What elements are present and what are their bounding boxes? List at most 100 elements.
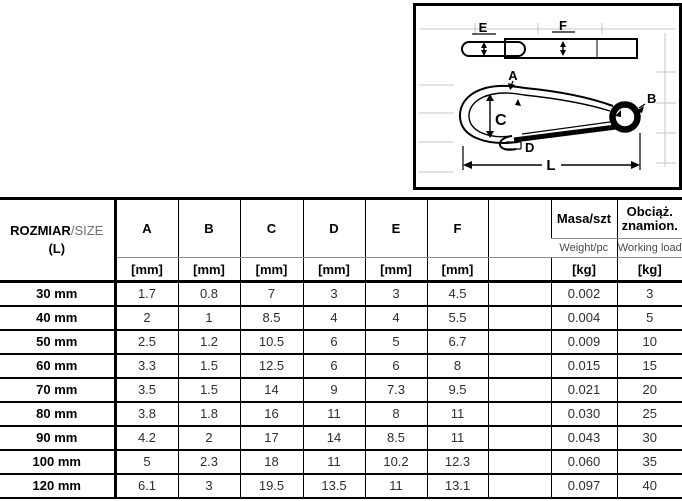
cell-empty <box>487 401 551 427</box>
cell-d: 6 <box>302 329 365 355</box>
cell-a: 3.8 <box>114 401 178 427</box>
table-row: 70 mm 3.5 1.5 14 9 7.3 9.5 0.021 20 <box>0 377 682 403</box>
cell-empty <box>487 449 551 475</box>
cell-d: 11 <box>302 449 365 475</box>
dimension-label-a: A <box>508 68 518 83</box>
weight-column-subheader: Weight/pc <box>551 238 617 258</box>
background-gridlines <box>419 23 676 173</box>
cell-size: 120 mm <box>0 473 117 499</box>
cell-empty <box>487 353 551 379</box>
cell-e: 6 <box>364 353 427 379</box>
cell-f: 4.5 <box>426 281 488 307</box>
table-row: 30 mm 1.7 0.8 7 3 3 4.5 0.002 3 <box>0 281 682 307</box>
cell-load: 20 <box>616 377 682 403</box>
cell-a: 4.2 <box>114 425 178 451</box>
cell-b: 3 <box>177 473 240 499</box>
unit-mm-a: [mm] <box>115 257 178 283</box>
table-row: 50 mm 2.5 1.2 10.5 6 5 6.7 0.009 10 <box>0 329 682 355</box>
cell-size: 80 mm <box>0 401 117 427</box>
table-row: 40 mm 2 1 8.5 4 4 5.5 0.004 5 <box>0 305 682 331</box>
cell-b: 2 <box>177 425 240 451</box>
dimension-label-e: E <box>479 20 488 35</box>
cell-c: 18 <box>239 449 303 475</box>
cell-empty <box>487 425 551 451</box>
cell-empty <box>487 329 551 355</box>
load-column-header: Obciąż. znamion. <box>616 198 682 239</box>
size-header-pl: ROZMIAR <box>10 223 71 239</box>
cell-f: 11 <box>426 401 488 427</box>
cell-b: 0.8 <box>177 281 240 307</box>
cell-e: 3 <box>364 281 427 307</box>
cell-weight: 0.002 <box>550 281 617 307</box>
cell-f: 6.7 <box>426 329 488 355</box>
cell-load: 15 <box>616 353 682 379</box>
cell-f: 13.1 <box>426 473 488 499</box>
cell-weight: 0.043 <box>550 425 617 451</box>
cell-d: 9 <box>302 377 365 403</box>
cell-b: 2.3 <box>177 449 240 475</box>
load-column-subheader: Working load <box>616 238 682 258</box>
cell-weight: 0.004 <box>550 305 617 331</box>
cell-weight: 0.060 <box>550 449 617 475</box>
dimension-c: C <box>486 94 507 138</box>
cell-load: 40 <box>616 473 682 499</box>
cell-c: 7 <box>239 281 303 307</box>
cell-a: 6.1 <box>114 473 178 499</box>
cell-empty <box>487 377 551 403</box>
cell-b: 1.5 <box>177 377 240 403</box>
cell-a: 1.7 <box>114 281 178 307</box>
dimension-b: B <box>615 91 656 117</box>
cell-f: 9.5 <box>426 377 488 403</box>
cell-e: 4 <box>364 305 427 331</box>
cell-f: 11 <box>426 425 488 451</box>
size-header-en: /SIZE <box>70 223 104 239</box>
unit-mm-f: [mm] <box>426 257 488 283</box>
cell-b: 1 <box>177 305 240 331</box>
cell-b: 1.8 <box>177 401 240 427</box>
cell-c: 17 <box>239 425 303 451</box>
cell-size: 30 mm <box>0 281 117 307</box>
unit-kg-weight: [kg] <box>550 257 617 283</box>
cell-a: 2.5 <box>114 329 178 355</box>
cell-size: 50 mm <box>0 329 117 355</box>
header-row-main: ROZMIAR/SIZE (L) A B C D E F Masa/szt Ob… <box>0 198 682 283</box>
cell-empty <box>487 281 551 307</box>
cell-size: 60 mm <box>0 353 117 379</box>
cell-load: 5 <box>616 305 682 331</box>
dimension-a: A <box>508 68 521 106</box>
cell-a: 2 <box>114 305 178 331</box>
cell-load: 35 <box>616 449 682 475</box>
column-header-f: F <box>426 198 488 258</box>
cell-empty <box>487 305 551 331</box>
cell-d: 6 <box>302 353 365 379</box>
cell-e: 8 <box>364 401 427 427</box>
cell-d: 4 <box>302 305 365 331</box>
table-row: 90 mm 4.2 2 17 14 8.5 11 0.043 30 <box>0 425 682 451</box>
dimension-d: D <box>506 140 534 155</box>
cell-a: 3.3 <box>114 353 178 379</box>
cell-e: 5 <box>364 329 427 355</box>
hook-profile-view <box>461 38 638 59</box>
dimension-l: L <box>462 133 641 174</box>
cell-b: 1.5 <box>177 353 240 379</box>
dimension-label-b: B <box>647 91 656 106</box>
dimension-e: E <box>472 20 496 56</box>
cell-a: 3.5 <box>114 377 178 403</box>
table-row: 80 mm 3.8 1.8 16 11 8 11 0.030 25 <box>0 401 682 427</box>
cell-c: 12.5 <box>239 353 303 379</box>
dimension-f: F <box>552 18 575 56</box>
cell-load: 3 <box>616 281 682 307</box>
snap-hook-diagram: E F <box>413 3 682 190</box>
cell-a: 5 <box>114 449 178 475</box>
unit-mm-e: [mm] <box>364 257 427 283</box>
unit-empty <box>487 257 551 283</box>
cell-f: 5.5 <box>426 305 488 331</box>
size-header-sub: (L) <box>48 241 66 256</box>
dimension-label-f: F <box>559 18 567 33</box>
hook-main-view <box>458 84 641 151</box>
cell-weight: 0.021 <box>550 377 617 403</box>
cell-d: 3 <box>302 281 365 307</box>
cell-d: 11 <box>302 401 365 427</box>
column-header-d: D <box>302 198 365 258</box>
column-header-a: A <box>114 198 178 258</box>
